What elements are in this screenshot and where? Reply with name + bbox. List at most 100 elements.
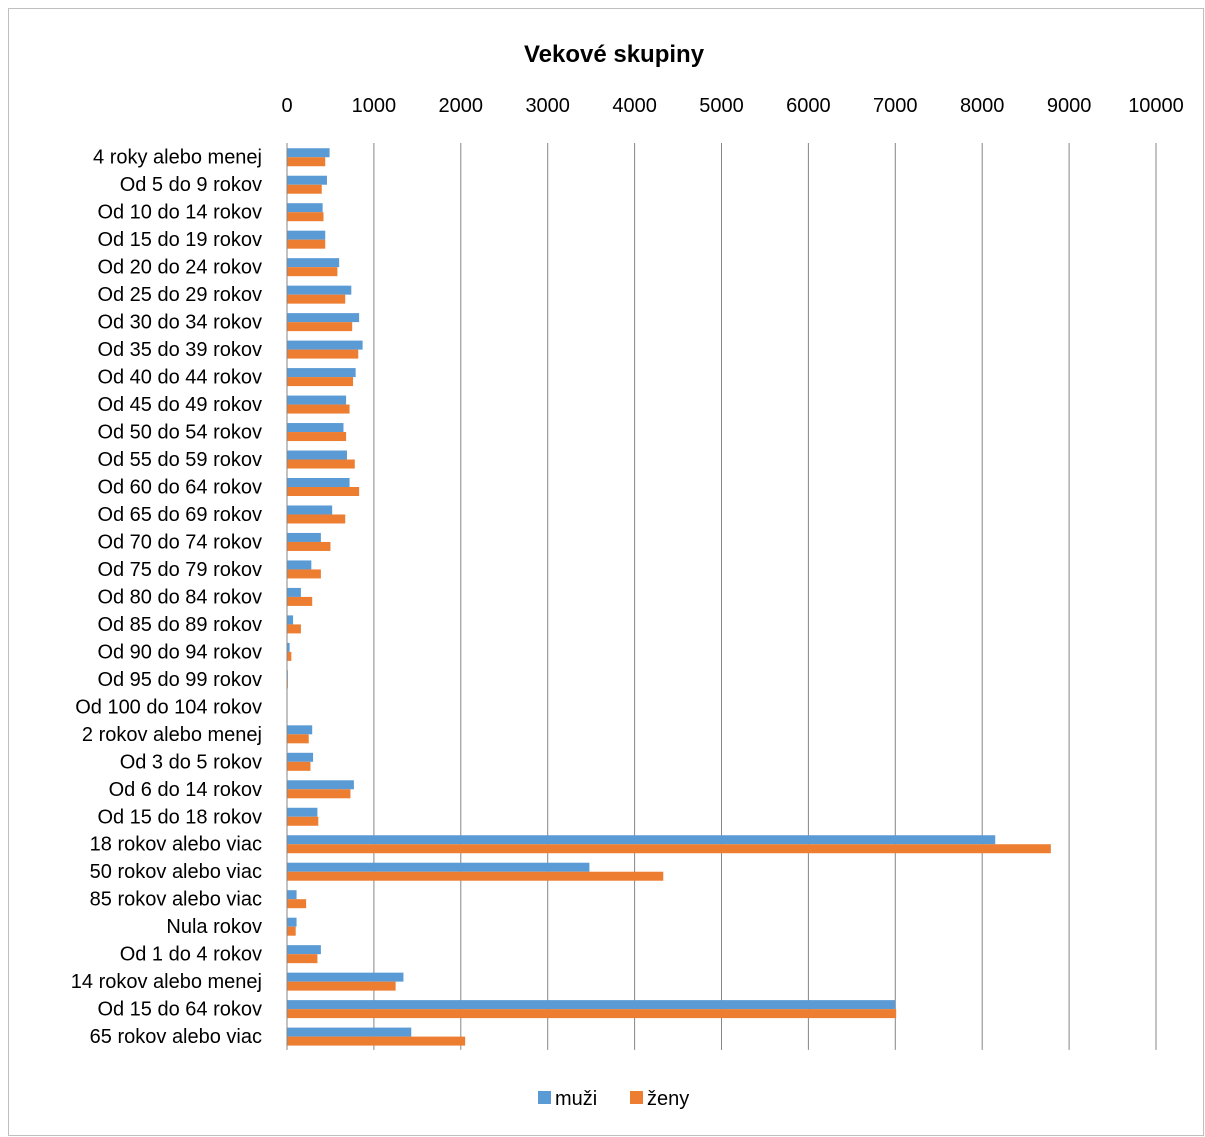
bar-series-2 <box>287 871 664 881</box>
bar-series-1 <box>287 423 344 433</box>
category-label: Od 70 do 74 rokov <box>97 531 262 553</box>
bar-series-1 <box>287 395 347 405</box>
x-tick-label: 4000 <box>612 95 657 117</box>
bar-series-2 <box>287 184 322 194</box>
bar-series-2 <box>287 459 355 469</box>
bar-series-2 <box>287 624 301 634</box>
bar-series-1 <box>287 368 356 378</box>
x-tick-label: 3000 <box>525 95 570 117</box>
category-label: Od 90 do 94 rokov <box>97 641 262 663</box>
chart-frame <box>8 8 1204 1136</box>
category-label: Od 15 do 19 rokov <box>97 229 262 251</box>
chart-title: Vekové skupiny <box>524 41 705 68</box>
bars <box>287 148 1051 1046</box>
bar-series-2 <box>287 789 351 799</box>
category-labels: 4 roky alebo menej Od 5 do 9 rokov Od 10 d… <box>71 147 262 1048</box>
bar-series-2 <box>287 267 338 277</box>
category-label: Od 85 do 89 rokov <box>97 614 262 636</box>
bar-series-1 <box>287 560 312 570</box>
x-tick-label: 2000 <box>439 95 484 117</box>
bar-series-1 <box>287 258 340 268</box>
x-tick-label: 0 <box>281 95 292 117</box>
bar-series-1 <box>287 725 313 735</box>
category-label: 2 rokov alebo menej <box>82 724 262 746</box>
bar-series-1 <box>287 1027 412 1037</box>
category-label: 65 rokov alebo viac <box>90 1026 262 1048</box>
category-label: Od 35 do 39 rokov <box>97 339 262 361</box>
bar-series-1 <box>287 450 347 460</box>
category-label: Od 100 do 104 rokov <box>75 696 262 718</box>
x-tick-label: 1000 <box>352 95 397 117</box>
category-label: 50 rokov alebo viac <box>90 861 262 883</box>
x-tick-label: 7000 <box>873 95 918 117</box>
category-label: Od 80 do 84 rokov <box>97 586 262 608</box>
legend-swatch <box>538 1091 551 1104</box>
bar-series-2 <box>287 844 1051 854</box>
x-tick-label: 8000 <box>960 95 1005 117</box>
category-label: 85 rokov alebo viac <box>90 889 262 911</box>
bar-series-2 <box>287 487 360 496</box>
category-label: Od 30 do 34 rokov <box>97 312 262 334</box>
bar-series-1 <box>287 780 354 790</box>
legend-label: muži <box>555 1088 597 1110</box>
category-label: Od 10 do 14 rokov <box>97 202 262 224</box>
bar-series-1 <box>287 752 314 762</box>
bar-series-2 <box>287 541 331 551</box>
bar-series-2 <box>287 432 347 442</box>
bar-series-2 <box>287 734 309 744</box>
bar-series-2 <box>287 981 396 991</box>
x-axis-tick-labels: 0 1000 2000 3000 4000 5000 6000 7000 8000 9000 100… <box>281 95 1183 117</box>
category-label: Od 60 do 64 rokov <box>97 477 262 499</box>
bar-series-2 <box>287 651 292 661</box>
category-label: Od 5 do 9 rokov <box>120 174 262 196</box>
bar-series-1 <box>287 203 323 213</box>
bar-series-2 <box>287 596 313 606</box>
bar-series-2 <box>287 1036 466 1046</box>
category-label: Od 25 do 29 rokov <box>97 284 262 306</box>
bar-series-1 <box>287 148 330 158</box>
category-label: Od 1 do 4 rokov <box>120 944 262 966</box>
bar-series-2 <box>287 954 318 964</box>
bar-series-2 <box>287 349 359 359</box>
category-label: Od 20 do 24 rokov <box>97 257 262 279</box>
bar-series-1 <box>287 862 590 872</box>
bar-series-2 <box>287 514 346 524</box>
bar-series-1 <box>287 285 352 295</box>
bar-series-1 <box>287 642 290 652</box>
category-label: Od 15 do 64 rokov <box>97 999 262 1021</box>
bar-series-1 <box>287 505 333 515</box>
x-tick-label: 5000 <box>699 95 744 117</box>
bar-series-2 <box>287 1009 897 1019</box>
bar-series-2 <box>287 212 324 222</box>
bar-series-1 <box>287 972 404 982</box>
category-label: Od 45 do 49 rokov <box>97 394 262 416</box>
bar-series-2 <box>287 377 354 387</box>
bar-series-1 <box>287 835 996 845</box>
bar-series-1 <box>287 340 363 350</box>
bar-series-1 <box>287 313 360 323</box>
x-tick-label: 9000 <box>1047 95 1092 117</box>
bar-series-1 <box>287 230 326 240</box>
bar-series-1 <box>287 1000 896 1010</box>
bar-series-2 <box>287 899 307 909</box>
category-label: Od 55 do 59 rokov <box>97 449 262 471</box>
legend-label: ženy <box>647 1088 689 1110</box>
category-label: Od 50 do 54 rokov <box>97 422 262 444</box>
bar-series-1 <box>287 917 297 927</box>
bar-series-2 <box>287 569 321 579</box>
category-label: Od 75 do 79 rokov <box>97 559 262 581</box>
category-label: Od 3 do 5 rokov <box>120 751 262 773</box>
category-label: 14 rokov alebo menej <box>71 971 262 993</box>
category-label: Nula rokov <box>166 916 262 938</box>
category-label: Od 65 do 69 rokov <box>97 504 262 526</box>
x-tick-label: 10000 <box>1128 95 1184 117</box>
gridlines <box>373 143 1157 1050</box>
category-label: Od 15 do 18 rokov <box>97 806 262 828</box>
bar-series-2 <box>287 926 296 936</box>
bar-series-1 <box>287 532 321 542</box>
bar-series-2 <box>287 294 346 304</box>
bar-series-1 <box>287 890 297 900</box>
bar-series-1 <box>287 478 350 487</box>
bar-series-1 <box>287 615 294 625</box>
